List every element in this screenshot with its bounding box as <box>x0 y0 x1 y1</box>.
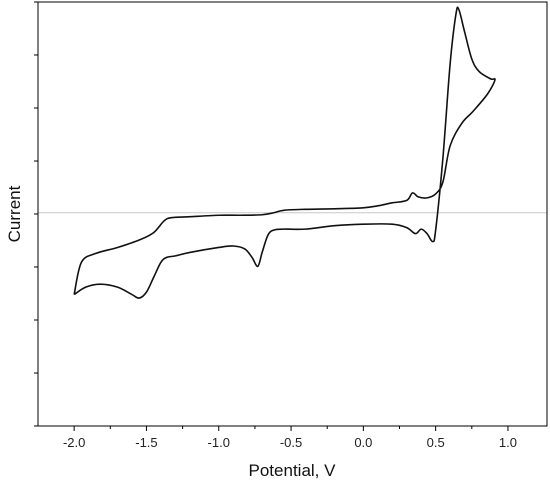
x-tick-label: -0.5 <box>280 435 302 450</box>
plot-background <box>38 2 547 426</box>
y-axis-title: Current <box>5 185 24 242</box>
x-tick-label: -2.0 <box>63 435 85 450</box>
x-axis-ticks: -2.0 -1.5 -1.0 -0.5 0.0 0.5 1.0 <box>63 426 517 450</box>
x-tick-label: 0.0 <box>354 435 372 450</box>
cv-curve-series <box>73 6 496 299</box>
x-tick-label: 0.5 <box>427 435 445 450</box>
y-axis-ticks <box>34 1 38 427</box>
x-tick-label: -1.5 <box>135 435 157 450</box>
x-tick-label: 1.0 <box>499 435 517 450</box>
x-tick-label: -1.0 <box>208 435 230 450</box>
x-axis-title: Potential, V <box>249 461 337 480</box>
